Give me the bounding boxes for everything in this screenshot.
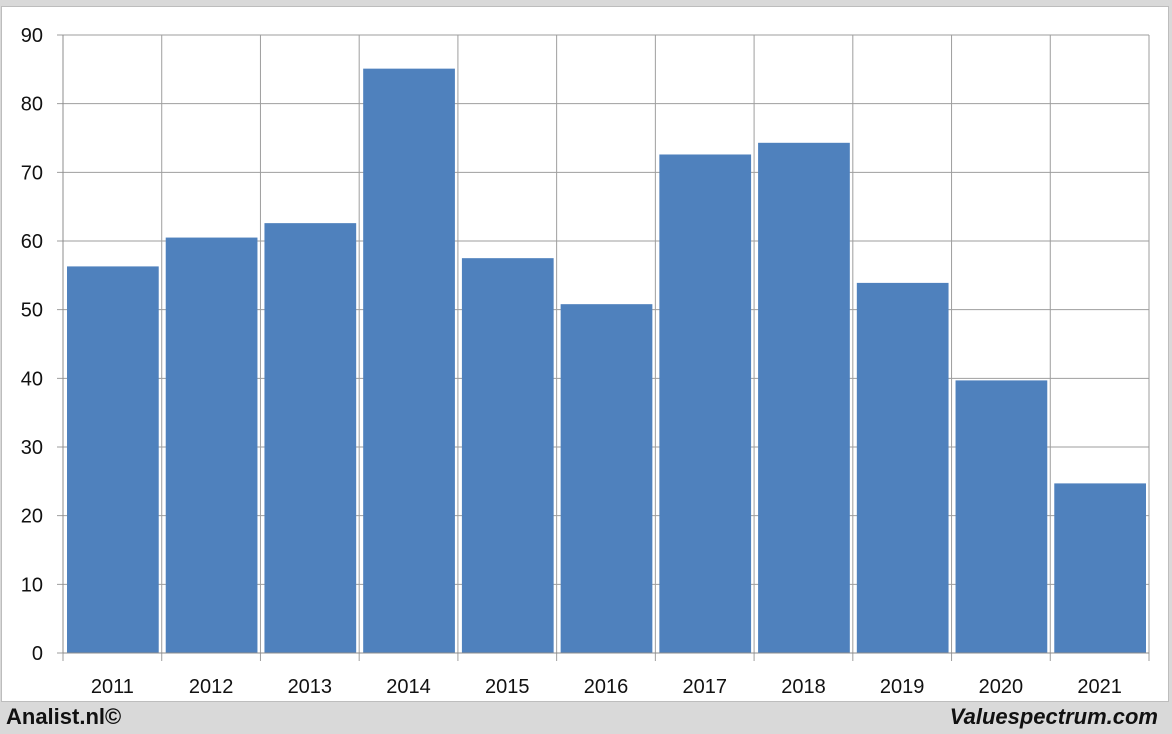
footer-right-credit: Valuespectrum.com — [949, 704, 1158, 729]
bar-2014 — [363, 68, 455, 653]
bar-2021 — [1054, 483, 1146, 653]
x-tick-label: 2016 — [584, 676, 629, 698]
y-tick-label: 60 — [21, 231, 43, 253]
x-tick-label: 2020 — [979, 676, 1024, 698]
x-tick-label: 2013 — [288, 676, 333, 698]
bar-2016 — [560, 304, 653, 653]
x-tick-label: 2012 — [189, 676, 234, 698]
y-tick-label: 70 — [21, 162, 43, 184]
y-tick-label: 90 — [21, 25, 43, 47]
y-tick-label: 40 — [21, 368, 43, 390]
bar-2011 — [67, 266, 159, 653]
y-tick-label: 50 — [21, 300, 43, 322]
y-tick-label: 10 — [21, 574, 43, 596]
bar-2015 — [461, 258, 554, 653]
bar-2018 — [758, 142, 850, 653]
footer-left-credit: Analist.nl© — [6, 704, 122, 729]
bar-2012 — [165, 237, 258, 654]
x-tick-label: 2018 — [781, 676, 826, 698]
bar-chart: 0 10 20 30 40 50 60 70 80 90 2011 2012 2013 2014 2015 2… — [21, 25, 1150, 698]
x-tick-label: 2011 — [91, 676, 134, 698]
chart-frame: 0 10 20 30 40 50 60 70 80 90 2011 2012 2013 2014 2015 2… — [1, 6, 1169, 702]
x-tick-label: 2017 — [682, 676, 727, 698]
x-tick-label: 2014 — [386, 676, 431, 698]
x-tick-label: 2015 — [485, 676, 530, 698]
bar-2019 — [856, 282, 949, 653]
y-tick-label: 80 — [21, 94, 43, 116]
x-tick-label: 2019 — [880, 676, 925, 698]
y-tick-label: 0 — [32, 643, 43, 665]
x-tick-label: 2021 — [1077, 676, 1122, 698]
bar-2017 — [659, 154, 752, 654]
y-tick-label: 30 — [21, 437, 43, 459]
bar-2020 — [955, 380, 1048, 653]
y-tick-label: 20 — [21, 506, 43, 528]
bar-2013 — [264, 223, 357, 653]
